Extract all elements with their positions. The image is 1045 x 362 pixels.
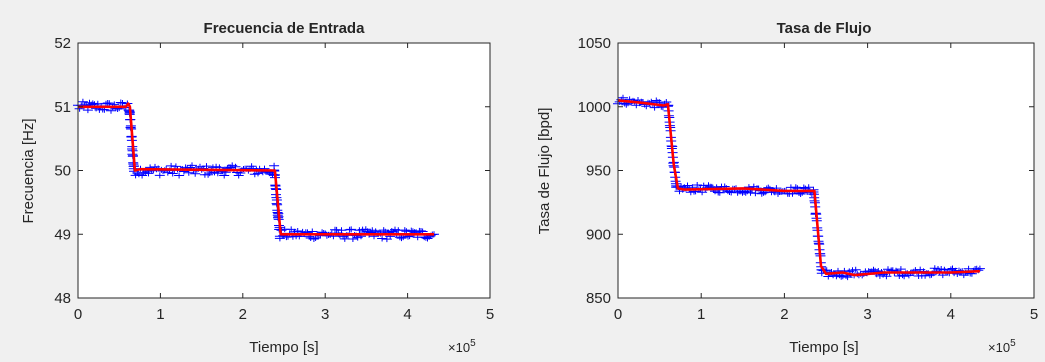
data-marker: [219, 172, 230, 179]
data-marker: [201, 163, 212, 170]
y-tick-label: 51: [54, 99, 71, 116]
x-tick-label: 3: [863, 306, 871, 323]
x-tick-label: 4: [403, 306, 411, 323]
x-axis-label: Tiempo [s]: [249, 339, 318, 356]
data-marker: [396, 235, 407, 242]
data-marker: [77, 98, 88, 105]
data-marker: [692, 182, 703, 188]
y-tick-label: 850: [586, 290, 611, 307]
data-marker: [106, 107, 116, 114]
y-tick-label: 49: [54, 226, 71, 243]
x-tick-label: 4: [947, 306, 955, 323]
y-tick-label: 1050: [578, 35, 611, 52]
y-tick-label: 900: [586, 226, 611, 243]
y-axis-label: Tasa de Flujo [bpd]: [536, 108, 553, 235]
x-tick-label: 3: [321, 306, 329, 323]
data-marker: [174, 172, 185, 179]
x-tick-label: 2: [780, 306, 788, 323]
series-line: [617, 99, 980, 277]
x-tick-label: 5: [1030, 306, 1038, 323]
data-marker: [190, 170, 201, 177]
data-marker: [308, 236, 319, 242]
x-tick-label: 1: [156, 306, 164, 323]
data-marker: [346, 226, 357, 233]
x-tick-label: 1: [697, 306, 705, 323]
x-tick-label: 0: [74, 306, 82, 323]
data-marker: [850, 266, 861, 273]
y-axis-label: Frecuencia [Hz]: [20, 118, 37, 223]
y-tick-label: 950: [586, 163, 611, 180]
series-group: [73, 98, 439, 243]
x-tick-label: 5: [486, 306, 494, 323]
x-axis-label: Tiempo [s]: [789, 339, 858, 356]
data-marker: [974, 265, 985, 272]
chart-frecuencia: Frecuencia de Entrada Tiempo [s] Frecuen…: [20, 20, 494, 356]
y-tick-label: 52: [54, 35, 71, 52]
y-tick-label: 1000: [578, 99, 611, 116]
x-axis-multiplier: ×105: [448, 338, 476, 355]
data-marker: [868, 266, 879, 273]
plot-area: [618, 43, 1034, 298]
y-tick-label: 50: [54, 163, 71, 180]
data-marker: [154, 172, 165, 179]
x-axis-multiplier: ×105: [988, 338, 1016, 355]
x-tick-label: 2: [239, 306, 247, 323]
data-marker: [167, 170, 178, 177]
data-marker: [104, 100, 115, 107]
data-marker: [895, 266, 906, 273]
x-tick-label: 0: [614, 306, 622, 323]
chart-title: Tasa de Flujo: [777, 20, 872, 37]
series-line: [78, 102, 434, 236]
data-marker: [347, 236, 358, 242]
chart-title: Frecuencia de Entrada: [204, 20, 366, 37]
chart-tasa-de-flujo: Tasa de Flujo Tiempo [s] Tasa de Flujo […: [536, 20, 1038, 356]
data-marker: [621, 101, 632, 108]
y-tick-label: 48: [54, 290, 71, 307]
data-marker: [187, 162, 197, 169]
data-marker: [269, 162, 280, 169]
series-group: [613, 94, 985, 281]
data-marker: [881, 273, 892, 280]
data-marker: [377, 235, 388, 242]
data-marker: [230, 163, 241, 170]
